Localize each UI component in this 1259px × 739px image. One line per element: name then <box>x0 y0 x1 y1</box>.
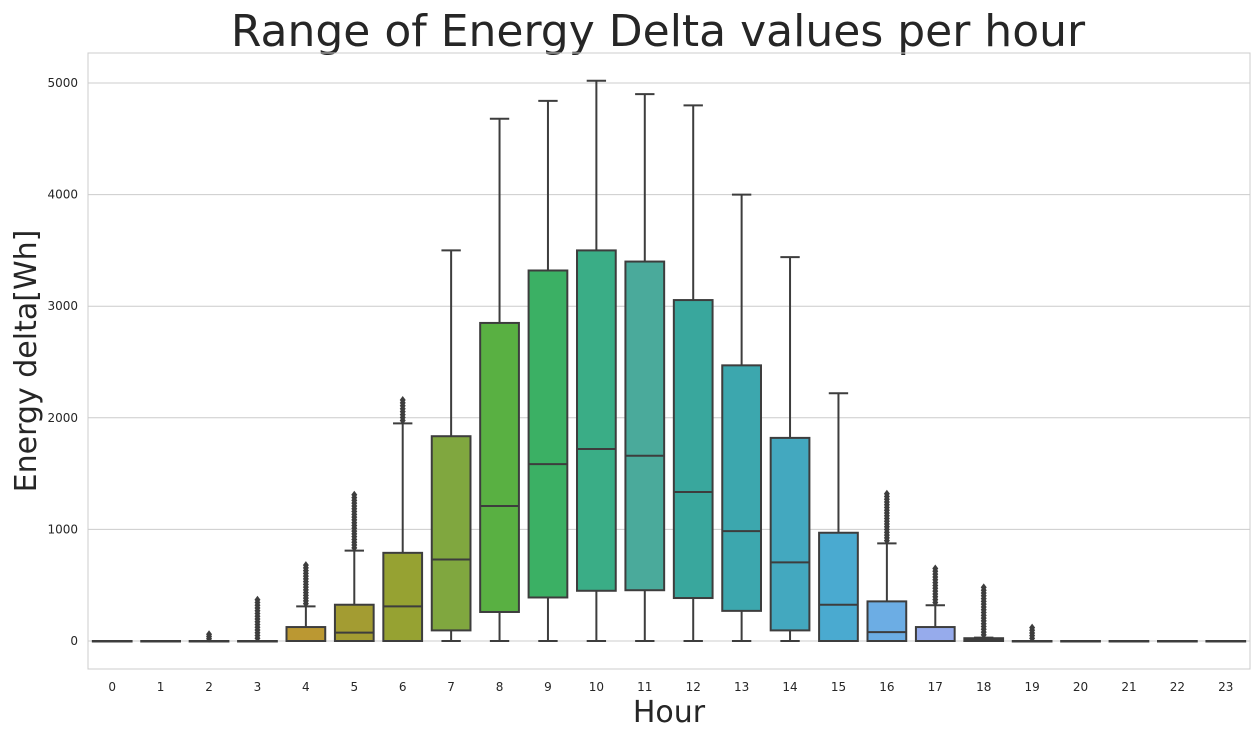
y-tick-label: 4000 <box>47 188 78 202</box>
iqr-box <box>479 321 520 613</box>
box-hour-6 <box>382 395 424 642</box>
x-tick-label: 2 <box>205 680 213 694</box>
iqr-box <box>624 260 666 592</box>
box-hour-21 <box>1108 640 1150 643</box>
iqr-box <box>818 531 859 642</box>
outlier-point <box>932 564 939 573</box>
y-tick-label: 5000 <box>47 76 78 90</box>
box-hour-13 <box>721 193 762 642</box>
box-hour-20 <box>1060 640 1101 643</box>
box-hour-16 <box>866 489 908 643</box>
box-hour-23 <box>1205 640 1247 643</box>
iqr-box <box>382 551 424 642</box>
outlier-point <box>302 561 309 570</box>
x-tick-label: 4 <box>302 680 310 694</box>
x-tick-label: 10 <box>589 680 604 694</box>
x-tick-label: 17 <box>928 680 943 694</box>
box-hour-2 <box>188 630 230 643</box>
grid-lines <box>88 82 1250 642</box>
box-hour-4 <box>285 561 327 642</box>
box-hour-5 <box>333 490 375 642</box>
iqr-box <box>769 436 811 632</box>
iqr-box <box>721 364 762 612</box>
outlier-point <box>254 595 261 604</box>
x-tick-label: 19 <box>1024 680 1039 694</box>
x-tick-label: 23 <box>1218 680 1233 694</box>
x-tick-label: 22 <box>1170 680 1185 694</box>
box-hour-1 <box>140 640 181 643</box>
y-tick-label: 1000 <box>47 522 78 536</box>
box-hour-15 <box>818 392 859 642</box>
iqr-box <box>285 626 327 642</box>
box-hour-22 <box>1157 640 1198 643</box>
x-tick-label: 1 <box>157 680 165 694</box>
y-tick-labels: 0 1000 2000 3000 4000 5000 <box>47 76 78 648</box>
y-axis-label: Energy delta[Wh] <box>9 230 44 493</box>
outlier-point <box>1029 623 1036 632</box>
x-tick-label: 6 <box>399 680 407 694</box>
box-hour-17 <box>914 564 956 642</box>
x-tick-label: 13 <box>734 680 749 694</box>
box-hour-14 <box>769 256 811 642</box>
y-tick-label: 3000 <box>47 299 78 313</box>
x-tick-label: 12 <box>686 680 701 694</box>
box-hour-11 <box>624 93 666 642</box>
box-hour-9 <box>527 99 569 642</box>
x-tick-label: 5 <box>350 680 358 694</box>
outlier-point <box>980 583 987 592</box>
x-tick-label: 9 <box>544 680 552 694</box>
x-tick-label: 0 <box>108 680 116 694</box>
iqr-box <box>576 249 617 592</box>
x-tick-label: 11 <box>637 680 652 694</box>
chart-title: Range of Energy Delta values per hour <box>231 6 1086 57</box>
x-tick-label: 14 <box>782 680 797 694</box>
box-hour-7 <box>430 249 472 642</box>
box-hour-19 <box>1011 623 1053 643</box>
x-tick-label: 21 <box>1121 680 1136 694</box>
iqr-box <box>672 299 714 600</box>
box-series <box>91 79 1247 643</box>
x-tick-label: 3 <box>254 680 262 694</box>
outlier-point <box>351 490 358 499</box>
x-tick-labels: 0 1 2 3 4 5 6 7 8 9 10 11 12 13 14 15 16 17 18 19 20 21 22 23 <box>108 680 1233 694</box>
x-tick-label: 16 <box>879 680 894 694</box>
box-hour-8 <box>479 117 520 642</box>
y-tick-label: 0 <box>70 634 78 648</box>
x-tick-label: 20 <box>1073 680 1088 694</box>
box-hour-12 <box>672 104 714 642</box>
plot-frame <box>87 52 1251 670</box>
outlier-point <box>399 395 406 404</box>
outlier-point <box>206 630 213 639</box>
box-hour-3 <box>237 595 278 643</box>
y-tick-label: 2000 <box>47 411 78 425</box>
iqr-box <box>866 600 908 643</box>
x-tick-label: 8 <box>496 680 504 694</box>
x-axis-label: Hour <box>633 695 706 730</box>
iqr-box <box>527 269 569 599</box>
x-tick-label: 15 <box>831 680 846 694</box>
box-hour-0 <box>91 640 133 643</box>
outlier-point <box>883 489 890 498</box>
x-tick-label: 7 <box>447 680 455 694</box>
x-tick-label: 18 <box>976 680 991 694</box>
iqr-box <box>430 435 472 632</box>
box-hour-10 <box>576 79 617 642</box>
box-hour-18 <box>963 583 1005 643</box>
iqr-box <box>914 626 956 642</box>
iqr-box <box>333 603 375 642</box>
